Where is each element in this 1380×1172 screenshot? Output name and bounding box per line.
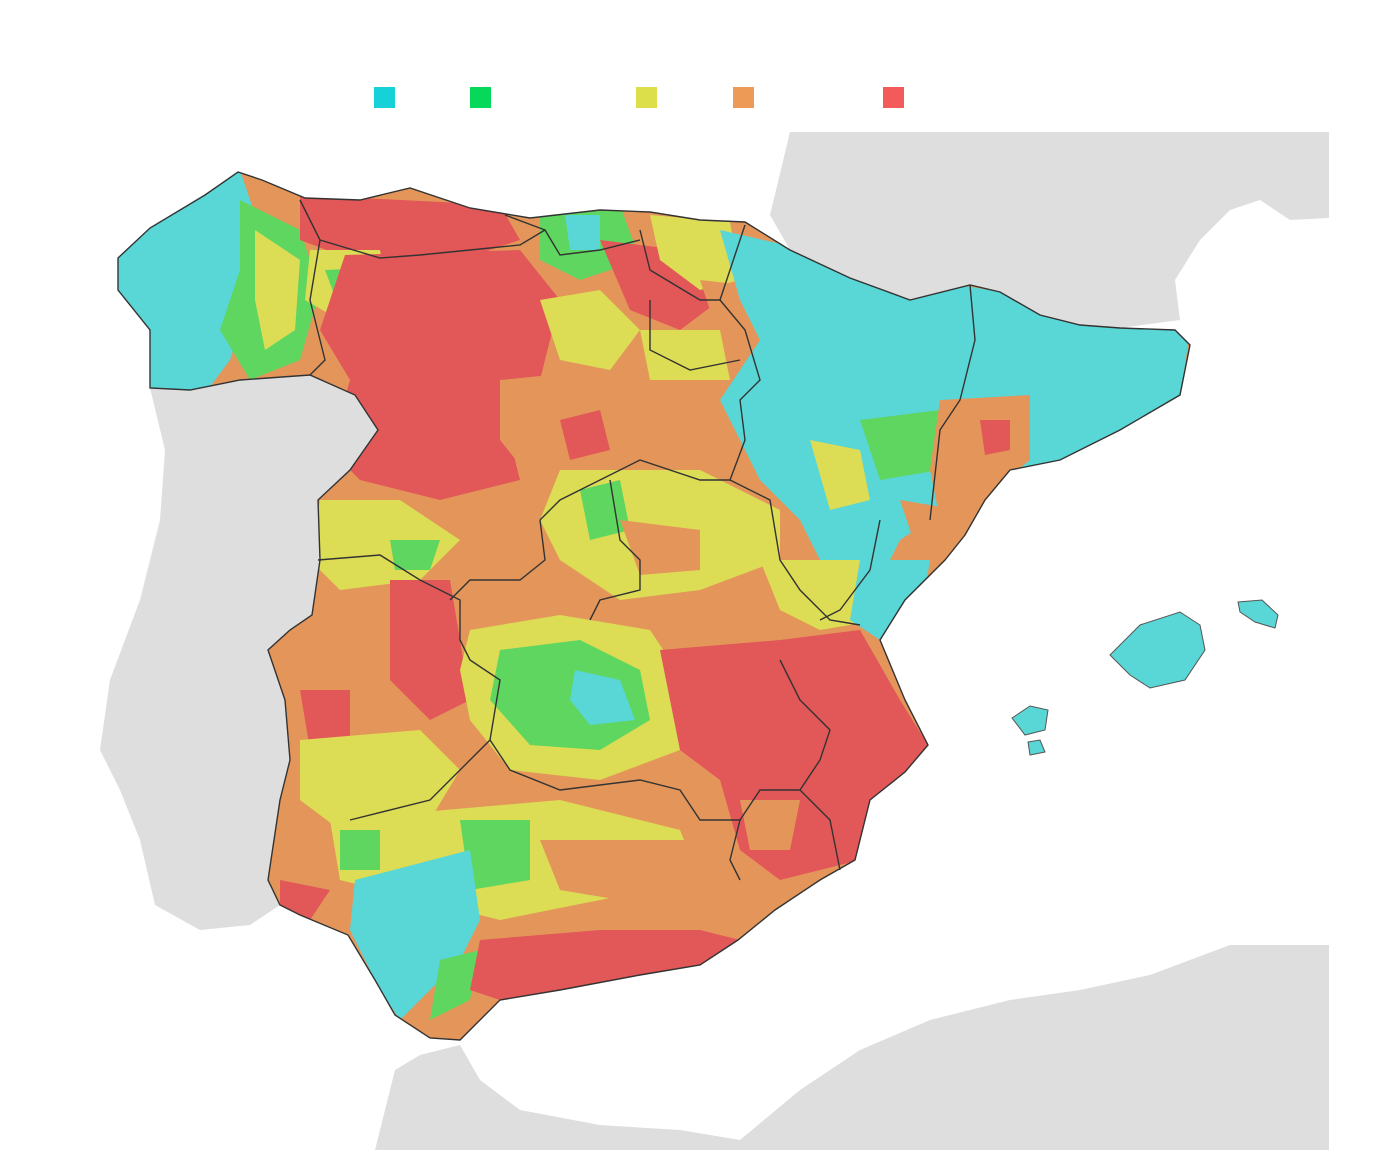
background-land: [100, 132, 1329, 1150]
legend: [0, 87, 1380, 109]
formentera: [1027, 739, 1046, 756]
ibiza: [1011, 705, 1049, 736]
portugal-land: [100, 375, 378, 930]
borders: [117, 171, 1191, 1041]
legend-swatch-green: [470, 87, 491, 108]
menorca: [1237, 599, 1279, 629]
north-africa-land: [375, 945, 1329, 1150]
legend-swatch-cyan: [374, 87, 395, 108]
balearic-islands: [1011, 599, 1279, 756]
legend-swatch-yellow: [636, 87, 657, 108]
mallorca: [1109, 611, 1206, 689]
spain-heatmap: [118, 172, 1190, 1040]
france-land: [770, 132, 1329, 328]
legend-swatch-orange: [733, 87, 754, 108]
legend-swatch-red: [883, 87, 904, 108]
